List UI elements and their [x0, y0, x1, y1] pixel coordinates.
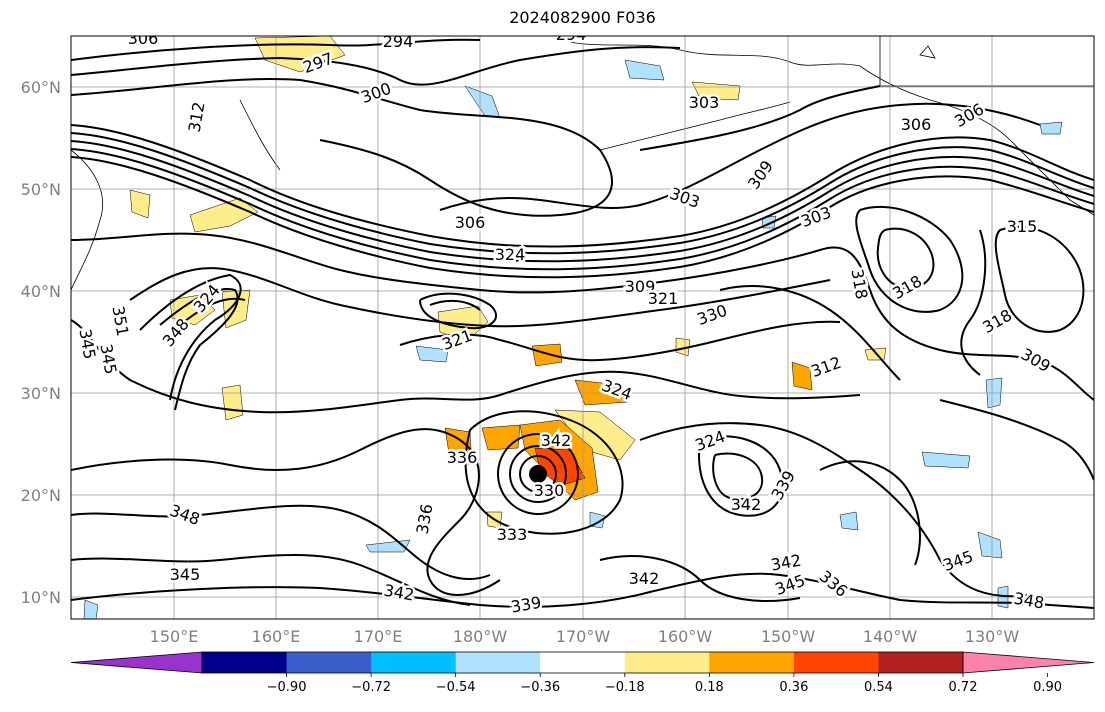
contour-label: 336	[447, 448, 478, 467]
plot-frame	[70, 35, 1095, 620]
positive-patch	[129, 189, 151, 219]
contour-label-halo: 303	[689, 93, 720, 112]
colorbar-cell	[371, 652, 457, 673]
colorbar-tick-label: −0.36	[520, 680, 560, 695]
positive-patch	[221, 384, 244, 421]
negative-patch	[624, 59, 665, 81]
lon-label: 170°E	[354, 627, 403, 646]
positive-patch	[531, 343, 563, 367]
contour-label-halo: 336	[447, 448, 478, 467]
contour-label-halo: 309	[625, 277, 656, 296]
colorbar-cell	[286, 652, 372, 673]
colorbar-tick-label: −0.54	[436, 680, 476, 695]
latitude-labels: 60°N 50°N 40°N 30°N 20°N 10°N	[21, 78, 61, 607]
lat-label: 10°N	[21, 588, 61, 607]
lat-label: 30°N	[21, 384, 61, 403]
positive-patch	[791, 361, 813, 391]
colorbar-tick-label: 0.72	[949, 680, 978, 695]
colorbar-tick-label: 0.54	[864, 680, 893, 695]
contour-label-halo: 345	[170, 565, 201, 584]
negative-patch	[83, 599, 99, 619]
negative-patch	[839, 511, 859, 531]
colorbar-tick-label: −0.18	[605, 680, 645, 695]
contour-label-halo: 315	[1007, 217, 1038, 236]
colorbar-tick-label: −0.90	[267, 680, 307, 695]
lat-label: 40°N	[21, 282, 61, 301]
contour-label-halo: 342	[541, 431, 572, 450]
contour-label: 342	[731, 495, 762, 514]
lat-label: 60°N	[21, 78, 61, 97]
contour-label-halo: 342	[629, 569, 660, 588]
contour-label-halo: 306	[128, 29, 159, 48]
contour-label: 345	[170, 565, 201, 584]
contour-label-halo: 333	[497, 525, 528, 544]
colorbar-extend-low	[70, 651, 203, 674]
positive-patch	[189, 197, 259, 233]
contour-label: 294	[383, 32, 414, 51]
contour-label: 303	[689, 93, 720, 112]
colorbar-tick-label: −0.72	[351, 680, 391, 695]
colorbar-cell	[793, 652, 879, 673]
colorbar-cell	[455, 652, 541, 673]
colorbar: −0.90 −0.72 −0.54 −0.36 −0.18 0.18 0.36 0.54 0.7…	[70, 651, 1095, 695]
contour-label-halo: 306	[901, 115, 932, 134]
lon-label: 150°W	[761, 627, 816, 646]
contour-label: 315	[1007, 217, 1038, 236]
contour-label: 324	[495, 245, 526, 264]
contour-label: 294	[556, 25, 587, 44]
contour-label: 321	[648, 289, 679, 308]
contour-label: 342	[629, 569, 660, 588]
contour-label-halo: 342	[731, 495, 762, 514]
contour-label-halo: 294	[383, 32, 414, 51]
colorbar-cell	[878, 652, 964, 673]
contour-label: 330	[534, 481, 565, 500]
lon-label: 160°E	[252, 627, 301, 646]
contour-label: 309	[625, 277, 656, 296]
contour-label: 333	[497, 525, 528, 544]
lon-label: 180°W	[453, 627, 508, 646]
negative-patch	[921, 451, 971, 469]
negative-patch	[1039, 121, 1063, 135]
positive-patch	[481, 424, 521, 451]
contours	[71, 38, 1094, 609]
lon-label: 160°W	[658, 627, 713, 646]
colorbar-frame	[201, 651, 964, 674]
contour-label-halo: 306	[455, 213, 486, 232]
longitude-labels: 150°E 160°E 170°E 180°W 170°W 160°W 150°…	[150, 627, 1020, 646]
plot-area	[71, 36, 1094, 619]
contour-label: 306	[901, 115, 932, 134]
colorbar-cell	[202, 652, 288, 673]
contour-label-halo: 324	[495, 245, 526, 264]
contour-label-halo: 294	[556, 25, 587, 44]
colorbar-extend-high	[962, 651, 1095, 674]
contour-label: 342	[541, 431, 572, 450]
coastlines	[71, 36, 1094, 291]
colorbar-tick-label: 0.90	[1033, 680, 1062, 695]
lat-label: 20°N	[21, 486, 61, 505]
contour-label-halo: 321	[648, 289, 679, 308]
colorbar-cell	[709, 652, 795, 673]
negative-patch	[977, 531, 1003, 559]
positive-patch	[691, 81, 741, 101]
lon-label: 130°W	[965, 627, 1020, 646]
lon-label: 140°W	[863, 627, 918, 646]
lon-label: 150°E	[150, 627, 199, 646]
colorbar-cell	[540, 652, 626, 673]
contour-label: 306	[128, 29, 159, 48]
positive-patch	[574, 379, 629, 406]
cyclone-center	[529, 465, 547, 483]
lat-label: 50°N	[21, 180, 61, 199]
map-title: 2024082900 F036	[509, 8, 656, 27]
colorbar-cell	[624, 652, 710, 673]
lon-label: 170°W	[556, 627, 611, 646]
negative-patch	[415, 345, 449, 363]
contour-label: 306	[455, 213, 486, 232]
colorbar-tick-label: 0.36	[779, 680, 808, 695]
colorbar-tick-label: 0.18	[695, 680, 724, 695]
contour-label-halo: 330	[534, 481, 565, 500]
